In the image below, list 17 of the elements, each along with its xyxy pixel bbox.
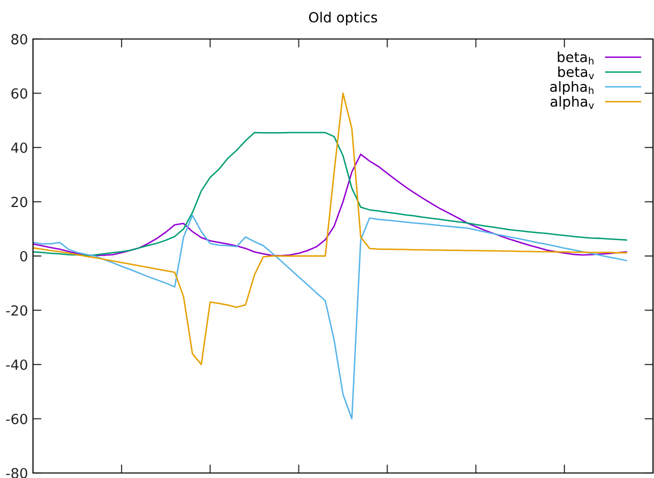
y-tick-label: 80	[11, 34, 28, 44]
y-tick-label: -80	[6, 468, 28, 478]
y-tick-label: 60	[11, 88, 28, 99]
y-tick-label: 0	[20, 250, 28, 262]
legend-label: beta$_{v}$	[558, 66, 594, 80]
y-tick-label: -60	[6, 414, 28, 424]
y-tick-label: -20	[6, 305, 28, 316]
y-tick-label: -40	[6, 359, 28, 370]
y-tick-label: 40	[11, 142, 28, 153]
line-series	[33, 154, 628, 256]
legend-label: alpha$_{h}$	[550, 81, 594, 95]
legend-label: alpha$_{v}$	[550, 96, 594, 110]
chart-title: Old optics	[309, 12, 378, 26]
line-series	[33, 214, 628, 420]
y-tick-label: 20	[11, 196, 28, 208]
legend-label: beta$_{h}$	[558, 52, 594, 64]
line-series	[33, 132, 628, 256]
